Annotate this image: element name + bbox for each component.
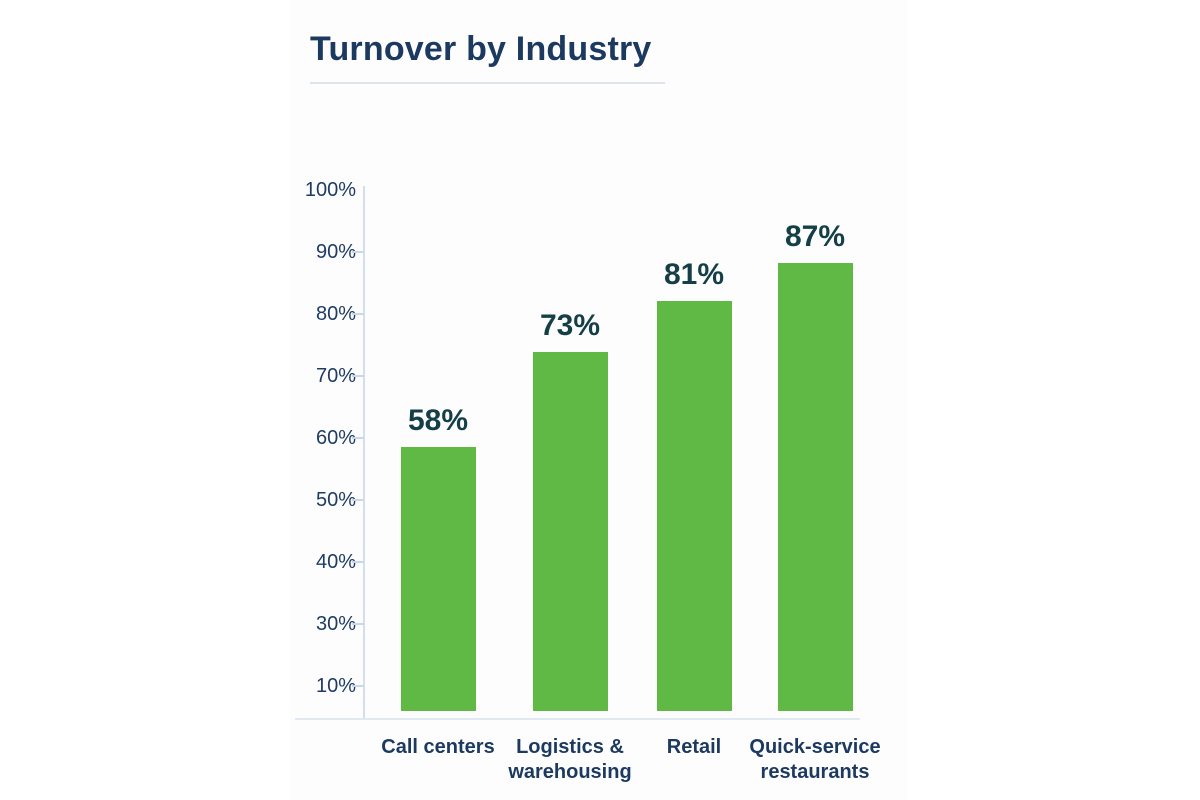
bar-value-label: 81%: [663, 258, 725, 291]
y-tick-dash: [352, 561, 364, 563]
bar: [400, 447, 476, 711]
x-category-label: Logistics & warehousing: [508, 736, 632, 783]
y-tick-dash: [352, 685, 364, 687]
x-category-label: Call centers: [381, 736, 495, 758]
y-tick-dash: [352, 437, 364, 439]
y-tick-dash: [352, 251, 364, 253]
y-tick-label: 90%: [315, 241, 356, 263]
bar-value-label: 87%: [784, 220, 846, 253]
y-tick-dash: [352, 375, 364, 377]
x-category-label: Retail: [666, 736, 722, 758]
x-axis-baseline: [295, 718, 860, 720]
y-tick-dash: [352, 313, 364, 315]
y-tick-dash: [352, 499, 364, 501]
y-tick-label: 10%: [315, 675, 356, 697]
y-tick-label: 30%: [315, 613, 356, 635]
y-tick-dash: [352, 623, 364, 625]
title-underline-rule: [310, 82, 665, 84]
x-category-label: Quick-service restaurants: [749, 736, 881, 783]
y-axis-line: [363, 186, 365, 719]
bar: [656, 301, 732, 711]
bar-value-label: 58%: [407, 404, 469, 437]
y-tick-label: 70%: [315, 365, 356, 387]
bar: [777, 263, 853, 711]
bar-value-label: 73%: [539, 309, 601, 342]
y-tick-label: 100%: [304, 179, 356, 201]
chart-title: Turnover by Industry: [310, 30, 652, 68]
y-tick-label: 50%: [315, 489, 356, 511]
y-tick-label: 60%: [315, 427, 356, 449]
y-tick-label: 40%: [315, 551, 356, 573]
y-tick-label: 80%: [315, 303, 356, 325]
bar: [532, 352, 608, 711]
